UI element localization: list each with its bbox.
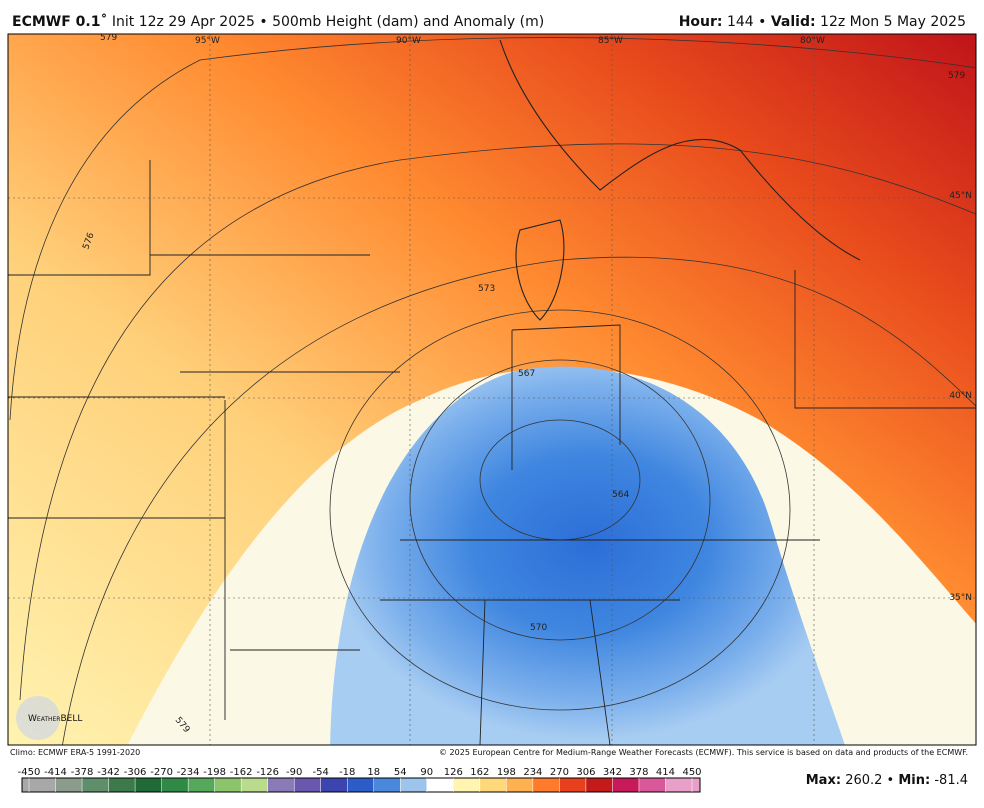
colorbar-swatch [108, 778, 136, 792]
colorbar-label: -162 [230, 767, 253, 778]
colorbar-frame [21, 777, 701, 793]
colorbar-swatch [638, 778, 666, 792]
colorbar-label: -18 [339, 767, 355, 778]
colorbar-label: -414 [44, 767, 67, 778]
lon-label: 85°W [598, 36, 623, 46]
logo-globe [16, 696, 60, 740]
separator: • [887, 773, 895, 788]
colorbar-label: -450 [18, 767, 41, 778]
colorbar-label: -198 [203, 767, 226, 778]
contour-label: 570 [530, 623, 547, 633]
stats: Max: 260.2 • Min: -81.4 [806, 773, 968, 788]
header-right: Hour: 144 • Valid: 12z Mon 5 May 2025 [679, 14, 966, 30]
colorbar-swatch [135, 778, 162, 792]
colorbar-swatch [532, 778, 560, 792]
valid: 12z Mon 5 May 2025 [820, 14, 966, 30]
colorbar-label: 450 [682, 767, 701, 778]
colorbar-swatch [188, 778, 215, 792]
colorbar-swatch [612, 778, 639, 792]
valid-label: Valid: [771, 14, 816, 30]
colorbar-label: -54 [313, 767, 329, 778]
colorbar-label: -306 [124, 767, 147, 778]
colorbar-swatch [320, 778, 348, 792]
colorbar-swatch [294, 778, 321, 792]
max: 260.2 [845, 773, 882, 788]
colorbar-label: 54 [394, 767, 407, 778]
borders [8, 39, 976, 745]
colorbar-swatch [426, 778, 454, 792]
colorbar-swatch [453, 778, 480, 792]
colorbar-swatch [347, 778, 374, 792]
colorbar-label: 126 [444, 767, 463, 778]
lat-label: 40°N [949, 391, 972, 401]
header-left: ECMWF 0.1˚ Init 12z 29 Apr 2025 • 500mb … [12, 13, 544, 30]
colorbar-label: 90 [420, 767, 433, 778]
min: -81.4 [934, 773, 968, 788]
colorbar-cap [22, 778, 29, 792]
graticule [8, 34, 976, 745]
contour-label: 564 [612, 490, 629, 500]
map-frame [7, 33, 977, 746]
colorbar-swatch [82, 778, 109, 792]
lat-label: 45°N [949, 191, 972, 201]
colorbar-swatch [267, 778, 295, 792]
init: Init 12z 29 Apr 2025 • 500mb Height (dam… [112, 14, 544, 30]
colorbar-swatch [479, 778, 507, 792]
lat-label: 35°N [949, 593, 972, 603]
colorbar-swatch [665, 778, 692, 792]
height-contours [9, 37, 976, 745]
colorbar-swatch [241, 778, 268, 792]
colorbar-swatch [161, 778, 189, 792]
colorbar-label: 306 [576, 767, 595, 778]
min-label: Min: [898, 773, 930, 788]
colorbar-label: -234 [177, 767, 200, 778]
contour-label: 579 [100, 33, 117, 43]
colorbar-swatch [373, 778, 401, 792]
colorbar-swatch [506, 778, 533, 792]
colorbar-label: -126 [256, 767, 279, 778]
colorbar-label: -270 [150, 767, 173, 778]
contour-label: 567 [518, 369, 535, 379]
logo: WeatherBELL [28, 714, 82, 724]
colorbar-cap [692, 778, 700, 792]
copyright: © 2025 European Centre for Medium-Range … [439, 748, 968, 757]
max-label: Max: [806, 773, 841, 788]
model: ECMWF 0.1˚ [12, 13, 107, 30]
colorbar-swatch [29, 778, 56, 792]
colorbar: -450 -414 -378 -342 -306 -270 -234 -198 -162 -126… [18, 767, 702, 793]
climo: Climo: ECMWF ERA-5 1991-2020 [10, 748, 140, 757]
colorbar-label: 414 [656, 767, 675, 778]
lon-label: 95°W [195, 36, 220, 46]
colorbar-swatch [214, 778, 242, 792]
contour-label: 573 [478, 284, 495, 294]
lon-label: 90°W [396, 36, 421, 46]
map: 95°W 90°W 85°W 80°W 45°N 40°N 35°N 579 5… [8, 33, 976, 745]
colorbar-label: 342 [603, 767, 622, 778]
colorbar-swatch [400, 778, 427, 792]
colorbar-label: -90 [286, 767, 302, 778]
colorbar-label: 18 [367, 767, 380, 778]
colorbar-label: -378 [71, 767, 94, 778]
contour-label: 579 [948, 71, 965, 81]
colorbar-label: -342 [97, 767, 120, 778]
colorbar-label: 198 [497, 767, 516, 778]
colorbar-swatch [585, 778, 613, 792]
colorbar-label: 270 [550, 767, 569, 778]
colorbar-label: 378 [629, 767, 648, 778]
colorbar-label: 234 [523, 767, 542, 778]
anomaly-cold [330, 366, 845, 745]
hour: 144 • [727, 14, 766, 30]
colorbar-swatch [559, 778, 586, 792]
colorbar-label: 162 [470, 767, 489, 778]
hour-label: Hour: [679, 14, 723, 30]
lon-label: 80°W [800, 36, 825, 46]
colorbar-swatch [55, 778, 83, 792]
